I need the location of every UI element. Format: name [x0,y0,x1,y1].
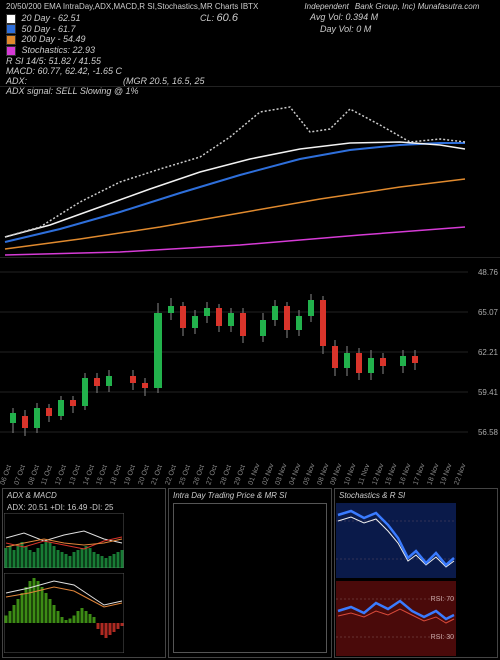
rsi-chart: RSI: 70 RSI: 30 [336,581,456,656]
xaxis-label: 02 Nov [261,463,275,486]
ma200-text: 200 Day - 54.49 [22,34,86,44]
svg-text:56.58: 56.58 [478,428,499,437]
adx-label: ADX: [6,76,27,86]
xaxis-label: 11 Oct [41,465,54,486]
intraday-panel: Intra Day Trading Price & MR SI [168,488,332,658]
xaxis-label: 27 Oct [206,464,220,486]
adx-title: ADX & MACD [7,491,57,500]
title-left: 20/50/200 EMA IntraDay,ADX,MACD,R SI,Sto… [6,2,258,11]
xaxis-label: 13 Oct [68,464,82,486]
svg-text:48.76: 48.76 [478,268,499,277]
chart-header: 20/50/200 EMA IntraDay,ADX,MACD,R SI,Sto… [0,0,500,86]
xaxis-label: 03 Nov [275,463,289,486]
adx-macd-panel: ADX & MACD ADX: 20.51 +DI: 16.49 -DI: 25 [2,488,166,658]
stoch-title: Stochastics & R SI [339,491,405,500]
adx-suffix: (MGR 20.5, 16.5, 25 [123,76,205,86]
stoch-rsi-panel: Stochastics & R SI RSI: 70 RSI: 30 [334,488,498,658]
xaxis-label: 26 Oct [192,464,206,486]
adx-top-chart [4,513,124,568]
dayvol-label: Day Vol: [320,24,354,34]
xaxis-label: 18 Oct [110,464,124,486]
xaxis-label: 12 Nov [371,463,385,486]
avgvol-label: Avg Vol: [310,12,343,22]
svg-text:RSI: 30: RSI: 30 [431,634,454,641]
xaxis-label: 15 Nov [385,463,399,486]
xaxis-label: 22 Oct [165,464,179,486]
ma50-swatch [6,24,16,34]
adx-bot-chart [4,573,124,653]
dayvol-value: 0 M [356,24,371,34]
xaxis-label: 21 Oct [151,464,165,486]
stoch-swatch [6,46,16,56]
x-axis: 06 Oct07 Oct08 Oct11 Oct12 Oct13 Oct14 O… [0,458,500,488]
xaxis-label: 08 Oct [27,464,41,486]
xaxis-label: 11 Nov [357,463,371,486]
ma200-swatch [6,35,16,45]
xaxis-label: 07 Oct [13,464,27,486]
rsi-text: R SI 14/5: 51.82 / 41.55 [6,56,494,66]
xaxis-label: 29 Oct [233,464,247,486]
ma-panel [0,86,500,257]
xaxis-label: 20 Oct [137,464,151,486]
adx-line: ADX: 20.51 +DI: 16.49 -DI: 25 [7,503,114,512]
xaxis-label: 09 Nov [330,463,344,486]
svg-text:65.07: 65.07 [478,308,499,317]
xaxis-label: 16 Nov [399,463,413,486]
ma-chart [0,87,500,257]
stoch-text: Stochastics: 22.93 [22,45,96,55]
svg-text:59.41: 59.41 [478,388,499,397]
xaxis-label: 25 Oct [178,464,192,486]
bottom-panels: ADX & MACD ADX: 20.51 +DI: 16.49 -DI: 25… [0,488,500,658]
cl-label: CL: [200,13,214,23]
title-mid: Independent [304,2,349,11]
avgvol-value: 0.394 M [346,12,379,22]
xaxis-label: 14 Oct [82,464,96,486]
xaxis-label: 15 Oct [96,464,110,486]
candle-panel: 48.76 65.07 62.21 59.41 56.58 [0,257,500,458]
intra-title: Intra Day Trading Price & MR SI [173,491,287,500]
xaxis-label: 18 Nov [426,463,440,486]
title-right: Bank Group, Inc) Munafasutra.com [355,2,480,11]
ma50-text: 50 Day - 61.7 [22,24,76,34]
xaxis-label: 17 Nov [412,463,426,486]
xaxis-label: 05 Nov [302,463,316,486]
xaxis-label: 19 Nov [440,463,454,486]
intra-empty [173,503,327,653]
xaxis-label: 04 Nov [288,463,302,486]
svg-text:62.21: 62.21 [478,348,499,357]
ma20-swatch [6,14,16,24]
macd-text: MACD: 60.77, 62.42, -1.65 C [6,66,494,76]
stoch-chart [336,503,456,578]
xaxis-label: 12 Oct [54,464,68,486]
cl-value: 60.6 [217,12,238,24]
ma20-text: 20 Day - 62.51 [22,13,81,23]
xaxis-label: 19 Oct [123,464,137,486]
candle-chart: 48.76 65.07 62.21 59.41 56.58 [0,258,500,458]
xaxis-label: 28 Oct [220,464,234,486]
xaxis-label: 06 Oct [0,464,13,486]
svg-text:RSI: 70: RSI: 70 [431,596,454,603]
xaxis-label: 01 Nov [247,463,261,486]
xaxis-label: 22 Nov [454,463,468,486]
xaxis-label: 08 Nov [316,463,330,486]
xaxis-label: 10 Nov [344,463,358,486]
